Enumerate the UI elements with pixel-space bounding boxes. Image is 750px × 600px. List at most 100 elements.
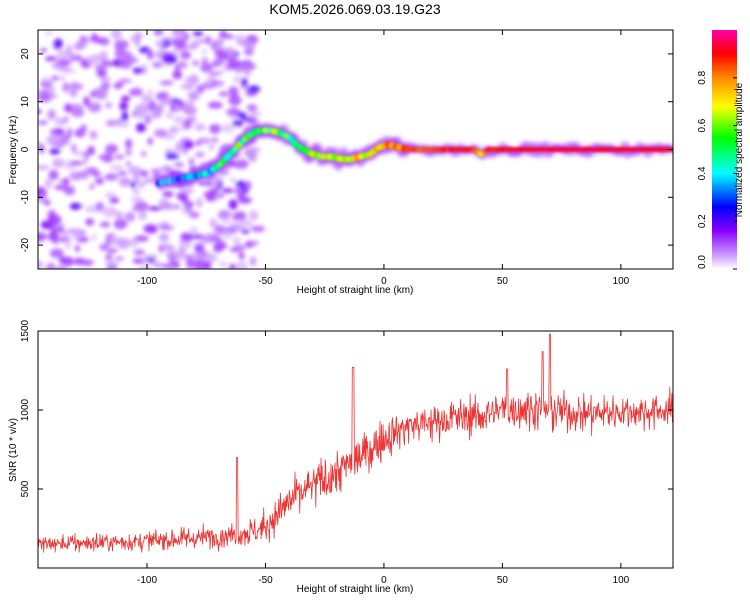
spectrogram-noise-blob [118, 78, 132, 84]
spectrogram-noise-blob [44, 31, 54, 36]
spectrogram-noise-blob [85, 167, 98, 174]
spectrogram-noise-blob [141, 150, 147, 157]
spectrogram-noise-blob [133, 249, 145, 256]
spectrogram-noise-blob [100, 76, 111, 82]
spectrogram-noise-blob [166, 112, 174, 119]
spectrogram-noise-blob [98, 209, 113, 215]
spectrogram-noise-blob [48, 84, 55, 94]
spectrogram-noise-blob [94, 177, 105, 185]
spectrogram-noise-blob [39, 47, 48, 53]
spectrogram-noise-blob [224, 47, 235, 55]
snr-xlabel: Height of straight line (km) [297, 584, 414, 595]
spectrogram-noise-blob [69, 202, 82, 210]
spectrogram-noise-blob [38, 109, 42, 114]
snr-ylabel: SNR (10 * v/v) [8, 418, 19, 482]
spectrogram-noise-blob [125, 147, 132, 156]
spectrogram-noise-blob [121, 111, 129, 122]
spectrogram-noise-blob [229, 177, 236, 183]
spectrogram-noise-blob [71, 109, 85, 118]
spectrogram-noise-blob [53, 128, 65, 136]
spectrogram-noise-blob [228, 107, 240, 115]
spectrogram-noise-blob [41, 78, 54, 83]
spectrogram-noise-blob [52, 56, 58, 61]
spectrogram-noise-blob [120, 50, 132, 59]
spectrogram-noise-blob [87, 54, 101, 65]
spectrogram-noise-blob [183, 140, 194, 150]
spectrogram-noise-blob [104, 192, 116, 198]
spectrogram-noise-blob [244, 180, 252, 191]
x-tick-label: 100 [613, 575, 630, 586]
spectrogram-noise-blob [76, 236, 89, 243]
spectrogram-noise-blob [79, 35, 87, 44]
spectrogram-noise-blob [100, 82, 111, 89]
spectrogram-noise-blob [194, 151, 205, 158]
spectrogram-noise-blob [235, 180, 247, 187]
spectrogram-noise-blob [90, 33, 99, 43]
spectrogram-noise-blob [228, 94, 242, 106]
spectrogram-noise-blob [95, 91, 107, 100]
spectrogram-noise-blob [100, 58, 108, 70]
spectrogram-noise-blob [221, 187, 235, 194]
spectrogram-noise-blob [147, 206, 163, 211]
spectrogram-noise-blob [91, 172, 102, 177]
spectrogram-noise-blob [179, 188, 195, 194]
spectrogram-noise-blob [199, 234, 214, 244]
spectrogram-noise-blob [120, 95, 131, 102]
spectrogram-noise-blob [248, 110, 262, 118]
spectrogram-noise-blob [213, 242, 224, 253]
spectrogram-noise-blob [69, 81, 80, 91]
spectrogram-noise-blob [152, 62, 163, 69]
spectrogram-noise-blob [38, 260, 43, 269]
spectrogram-noise-blob [222, 231, 233, 239]
snr-series-line [38, 333, 673, 553]
spectrogram-noise-blob [127, 165, 142, 175]
spectrogram-noise-blob [210, 61, 221, 68]
spectrogram-noise-blob [162, 190, 174, 198]
spectrogram-noise-blob [83, 96, 91, 107]
spectrogram-noise-blob [192, 31, 204, 37]
spectrogram-noise-blob [155, 93, 167, 99]
spectrogram-noise-blob [239, 219, 252, 228]
spectrogram-noise-blob [132, 114, 147, 119]
spectrogram-noise-blob [249, 155, 256, 161]
spectrogram-noise-blob [190, 226, 198, 236]
spectrogram-noise-blob [243, 61, 251, 71]
spectrogram-noise-blob [232, 236, 241, 245]
spectrogram-noise-blob [143, 178, 156, 183]
spectrogram-noise-blob [52, 235, 59, 245]
spectrogram-noise-blob [177, 60, 188, 69]
spectrogram-noise-blob [89, 183, 95, 190]
colorbar-ticks: 0.0 0.2 0.4 0.6 0.8 [697, 70, 737, 270]
colorbar-tick-label: 0.8 [697, 70, 708, 84]
spectrogram-noise-blob [143, 224, 157, 234]
spectrogram-noise-blob [101, 154, 114, 163]
spectrogram-noise-blob [187, 90, 200, 102]
spectrogram-noise-blob [125, 138, 133, 149]
spectrogram-noise-blob [244, 48, 254, 56]
spectrogram-noise-blob [74, 41, 85, 51]
spectrogram-noise-blob [134, 31, 143, 39]
spectrogram-noise-blob [89, 130, 98, 140]
spectrogram-noise-blob [246, 104, 258, 112]
spectrogram-noise-blob [160, 166, 175, 171]
colorbar-label: Normalized spectral amplitude [734, 82, 745, 217]
spectrogram-noise-blob [195, 197, 204, 208]
spectrogram-noise-blob [87, 102, 102, 113]
spectrogram-noise-blob [209, 218, 217, 228]
spectrogram-noise-blob [167, 254, 178, 263]
spectrogram-xlabel: Height of straight line (km) [297, 285, 414, 296]
spectrogram-noise-blob [172, 125, 179, 135]
spectrogram-noise-blob [38, 232, 44, 243]
spectrogram-noise-blob [46, 93, 58, 98]
spectrogram-noise-blob [64, 239, 72, 250]
spectrogram-noise-blob [59, 76, 66, 81]
spectrogram-noise-blob [147, 137, 153, 146]
spectrogram-noise-blob [234, 186, 242, 195]
spectrogram-noise-blob [116, 237, 128, 249]
snr-ticks: -100 -50 0 50 100 500 1000 1500 [20, 319, 673, 586]
y-tick-label: 1000 [20, 398, 31, 421]
spectrogram-noise-blob [44, 199, 51, 206]
spectrogram-noise-blob [113, 218, 128, 230]
spectrogram-noise-blob [70, 143, 77, 153]
